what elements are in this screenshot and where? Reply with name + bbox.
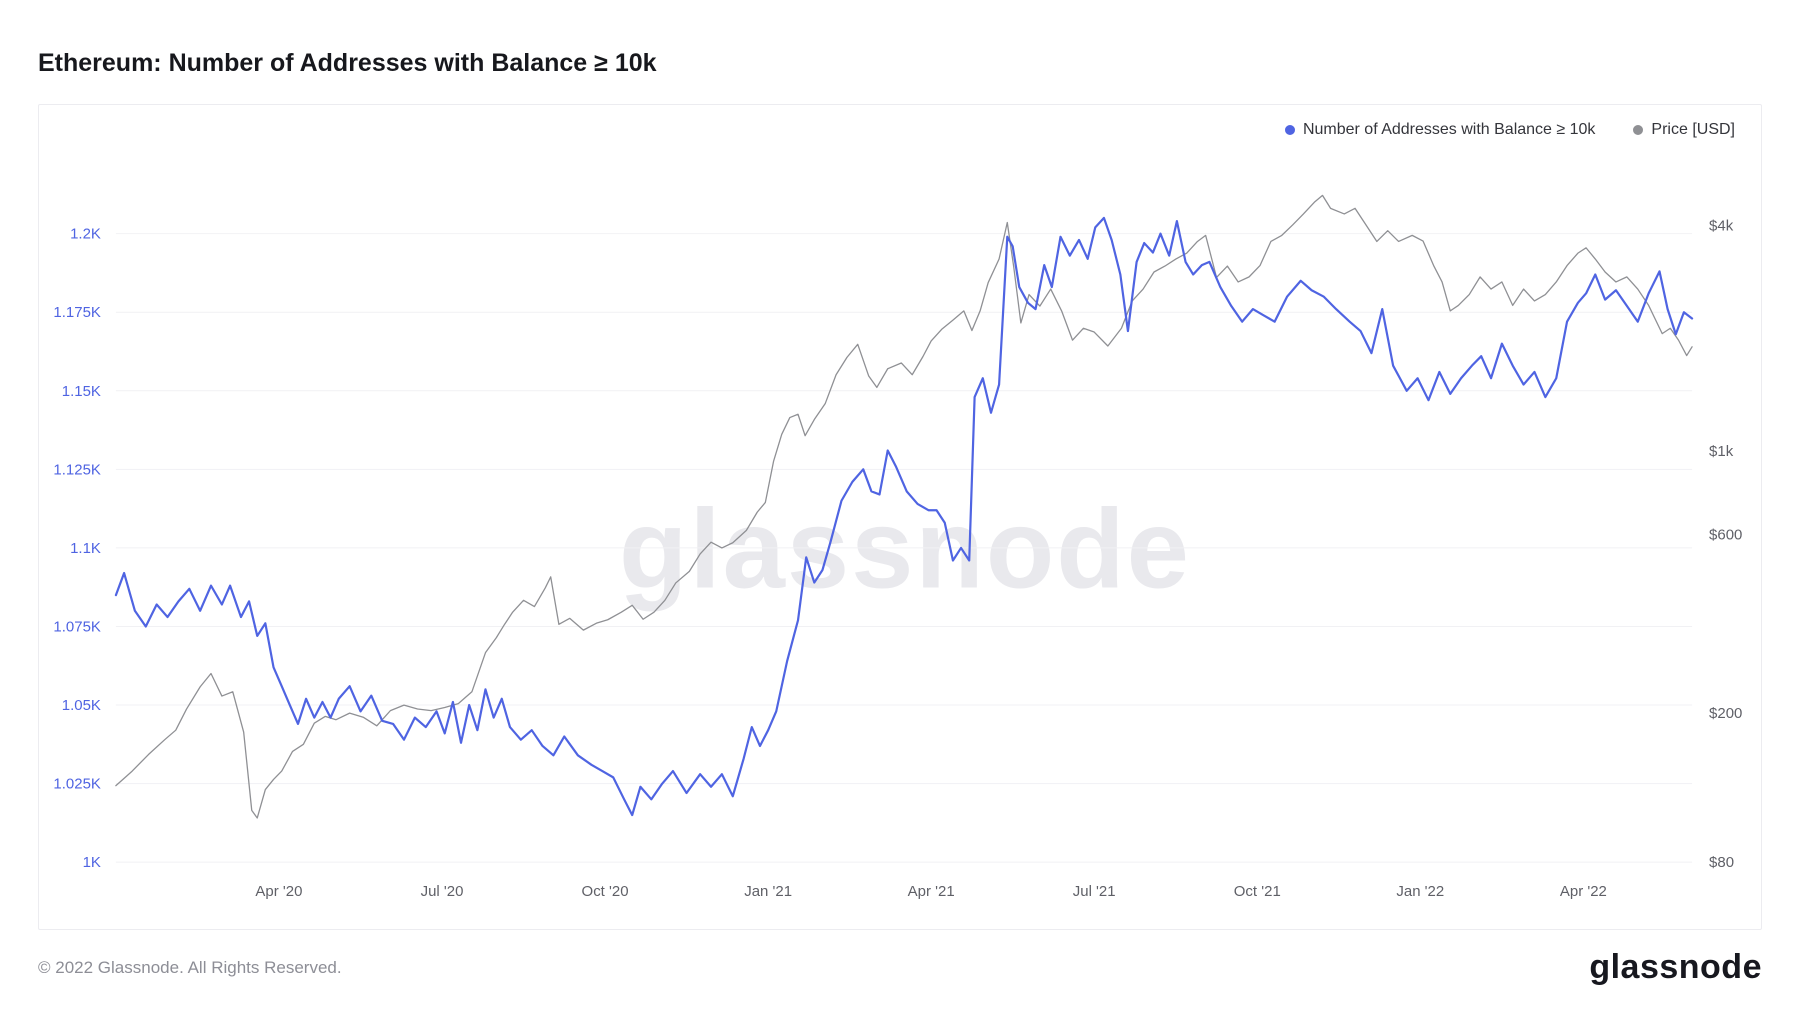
svg-text:1K: 1K bbox=[83, 854, 101, 871]
price-addresses-chart[interactable]: 1K 1.025K 1.05K 1.075K 1.1K 1.125K 1.15K 1.175K… bbox=[39, 105, 1761, 929]
right-axis-labels: $80 $200 $600 $1k $4k bbox=[1709, 218, 1742, 871]
svg-text:Apr '21: Apr '21 bbox=[908, 883, 955, 900]
svg-text:Apr '20: Apr '20 bbox=[255, 883, 302, 900]
gridlines bbox=[115, 233, 1693, 863]
svg-text:$600: $600 bbox=[1709, 526, 1742, 543]
left-axis-labels: 1K 1.025K 1.05K 1.075K 1.1K 1.125K 1.15K 1.175K… bbox=[53, 226, 100, 871]
svg-text:Jan '21: Jan '21 bbox=[744, 883, 792, 900]
legend-dot-price-icon bbox=[1633, 125, 1644, 135]
page-title: Ethereum: Number of Addresses with Balan… bbox=[38, 49, 657, 77]
legend-label-addresses: Number of Addresses with Balance ≥ 10k bbox=[1302, 121, 1596, 138]
svg-text:$200: $200 bbox=[1709, 705, 1742, 722]
svg-text:$80: $80 bbox=[1709, 854, 1734, 871]
legend-label-price: Price [USD] bbox=[1651, 121, 1735, 138]
copyright-text: © 2022 Glassnode. All Rights Reserved. bbox=[38, 957, 342, 977]
svg-text:1.125K: 1.125K bbox=[53, 461, 100, 478]
svg-text:1.2K: 1.2K bbox=[70, 226, 101, 243]
svg-text:Oct '20: Oct '20 bbox=[582, 883, 629, 900]
series-line-price[interactable] bbox=[115, 194, 1693, 819]
svg-text:$1k: $1k bbox=[1709, 443, 1734, 460]
svg-text:1.1K: 1.1K bbox=[70, 540, 101, 557]
x-axis-labels: Apr '20 Jul '20 Oct '20 Jan '21 Apr '21 Jul '… bbox=[255, 883, 1606, 900]
svg-text:1.075K: 1.075K bbox=[53, 619, 100, 636]
glassnode-logo: glassnode bbox=[1589, 948, 1762, 986]
svg-text:1.025K: 1.025K bbox=[53, 776, 100, 793]
svg-text:$4k: $4k bbox=[1709, 218, 1734, 235]
chart-card: Number of Addresses with Balance ≥ 10k P… bbox=[38, 104, 1762, 930]
svg-text:1.15K: 1.15K bbox=[62, 383, 101, 400]
svg-text:1.175K: 1.175K bbox=[53, 304, 100, 321]
svg-text:Jul '20: Jul '20 bbox=[421, 883, 464, 900]
legend-item-price[interactable]: Price [USD] bbox=[1633, 121, 1735, 139]
svg-text:Jan '22: Jan '22 bbox=[1396, 883, 1444, 900]
legend-item-addresses[interactable]: Number of Addresses with Balance ≥ 10k bbox=[1284, 121, 1596, 139]
footer: © 2022 Glassnode. All Rights Reserved. g… bbox=[38, 948, 1762, 987]
chart-legend: Number of Addresses with Balance ≥ 10k P… bbox=[1284, 121, 1735, 139]
glassnode-watermark: glassnode bbox=[619, 486, 1191, 612]
series-line-addresses[interactable] bbox=[114, 216, 1694, 817]
plot-area: glassnode 1K 1.025K 1.05K 1.075K 1.1K 1.125K 1… bbox=[39, 105, 1761, 929]
page: Ethereum: Number of Addresses with Balan… bbox=[38, 49, 1762, 987]
legend-dot-addresses-icon bbox=[1284, 125, 1295, 135]
svg-text:Apr '22: Apr '22 bbox=[1560, 883, 1607, 900]
svg-text:Oct '21: Oct '21 bbox=[1234, 883, 1281, 900]
svg-text:1.05K: 1.05K bbox=[62, 697, 101, 714]
svg-text:Jul '21: Jul '21 bbox=[1073, 883, 1116, 900]
